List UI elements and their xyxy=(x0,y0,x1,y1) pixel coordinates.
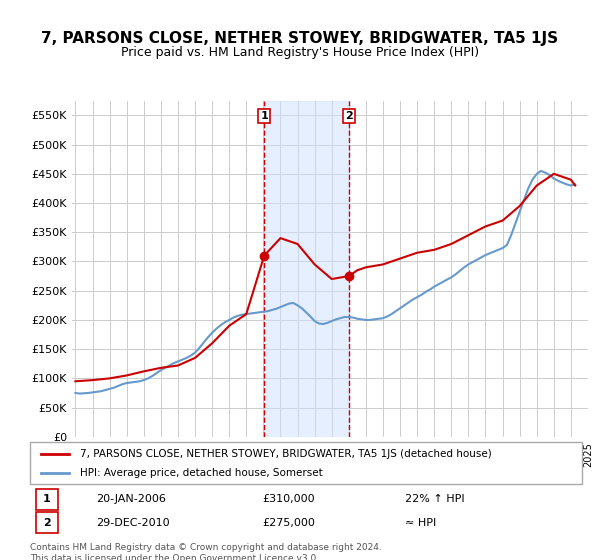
Text: £310,000: £310,000 xyxy=(262,494,314,504)
Text: 29-DEC-2010: 29-DEC-2010 xyxy=(96,518,170,528)
Text: 1: 1 xyxy=(43,494,50,504)
Text: ≈ HPI: ≈ HPI xyxy=(406,518,437,528)
Text: HPI: Average price, detached house, Somerset: HPI: Average price, detached house, Some… xyxy=(80,468,322,478)
Text: Contains HM Land Registry data © Crown copyright and database right 2024.
This d: Contains HM Land Registry data © Crown c… xyxy=(30,543,382,560)
Text: 2: 2 xyxy=(43,518,50,528)
FancyBboxPatch shape xyxy=(35,512,58,533)
Bar xyxy=(264,101,349,437)
Text: 7, PARSONS CLOSE, NETHER STOWEY, BRIDGWATER, TA5 1JS: 7, PARSONS CLOSE, NETHER STOWEY, BRIDGWA… xyxy=(41,31,559,46)
Text: 2: 2 xyxy=(345,111,352,121)
Text: 20-JAN-2006: 20-JAN-2006 xyxy=(96,494,166,504)
Text: Price paid vs. HM Land Registry's House Price Index (HPI): Price paid vs. HM Land Registry's House … xyxy=(121,46,479,59)
FancyBboxPatch shape xyxy=(35,489,58,510)
Text: 22% ↑ HPI: 22% ↑ HPI xyxy=(406,494,465,504)
Text: £275,000: £275,000 xyxy=(262,518,315,528)
Text: 1: 1 xyxy=(260,111,268,121)
FancyBboxPatch shape xyxy=(30,442,582,484)
Text: 7, PARSONS CLOSE, NETHER STOWEY, BRIDGWATER, TA5 1JS (detached house): 7, PARSONS CLOSE, NETHER STOWEY, BRIDGWA… xyxy=(80,449,491,459)
